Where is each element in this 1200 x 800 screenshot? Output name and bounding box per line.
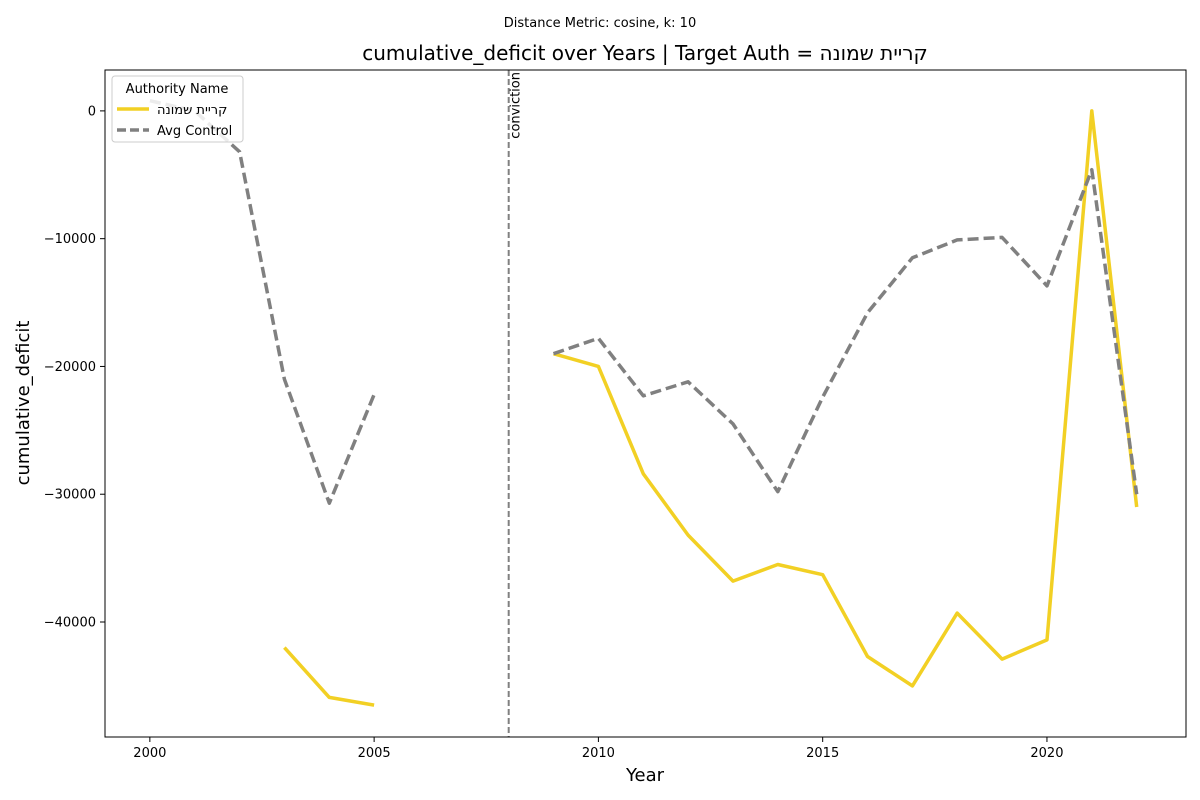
plot-frame xyxy=(104,69,1187,738)
chart-suptitle: Distance Metric: cosine, k: 10 xyxy=(504,16,696,31)
legend-label-control: Avg Control xyxy=(157,124,232,139)
reference-line-group: conviction xyxy=(507,70,524,737)
y-tick-label: −10000 xyxy=(44,232,96,247)
x-axis-label: Year xyxy=(625,765,665,786)
conviction-label: conviction xyxy=(509,72,524,139)
x-tick-label: 2005 xyxy=(358,746,391,761)
y-axis: 0 −10000 −20000 −30000 −40000 xyxy=(44,104,105,631)
y-tick-label: −40000 xyxy=(44,616,96,631)
series-line-control xyxy=(552,167,1139,495)
y-tick-label: 0 xyxy=(88,104,96,119)
y-axis-label: cumulative_deficit xyxy=(13,321,34,486)
x-tick-label: 2000 xyxy=(133,746,166,761)
series-line-target xyxy=(553,109,1139,688)
series-line-control xyxy=(149,98,376,505)
x-tick-label: 2020 xyxy=(1030,746,1063,761)
legend: Authority Name קריית שמונה Avg Control xyxy=(111,75,244,143)
series-line-target xyxy=(283,646,375,707)
y-tick-label: −20000 xyxy=(44,360,96,375)
plot-area: 2000 2005 2010 2015 2020 0 −10000 −20000 −30000… xyxy=(44,69,1187,761)
x-tick-label: 2010 xyxy=(582,746,615,761)
x-tick-label: 2015 xyxy=(806,746,839,761)
legend-title: Authority Name xyxy=(126,82,229,97)
x-axis: 2000 2005 2010 2015 2020 xyxy=(133,737,1063,761)
series-group xyxy=(149,98,1139,707)
chart-title: cumulative_deficit over Years | Target A… xyxy=(362,41,928,65)
legend-box xyxy=(111,75,244,143)
legend-label-target: קריית שמונה xyxy=(157,103,227,118)
y-tick-label: −30000 xyxy=(44,488,96,503)
